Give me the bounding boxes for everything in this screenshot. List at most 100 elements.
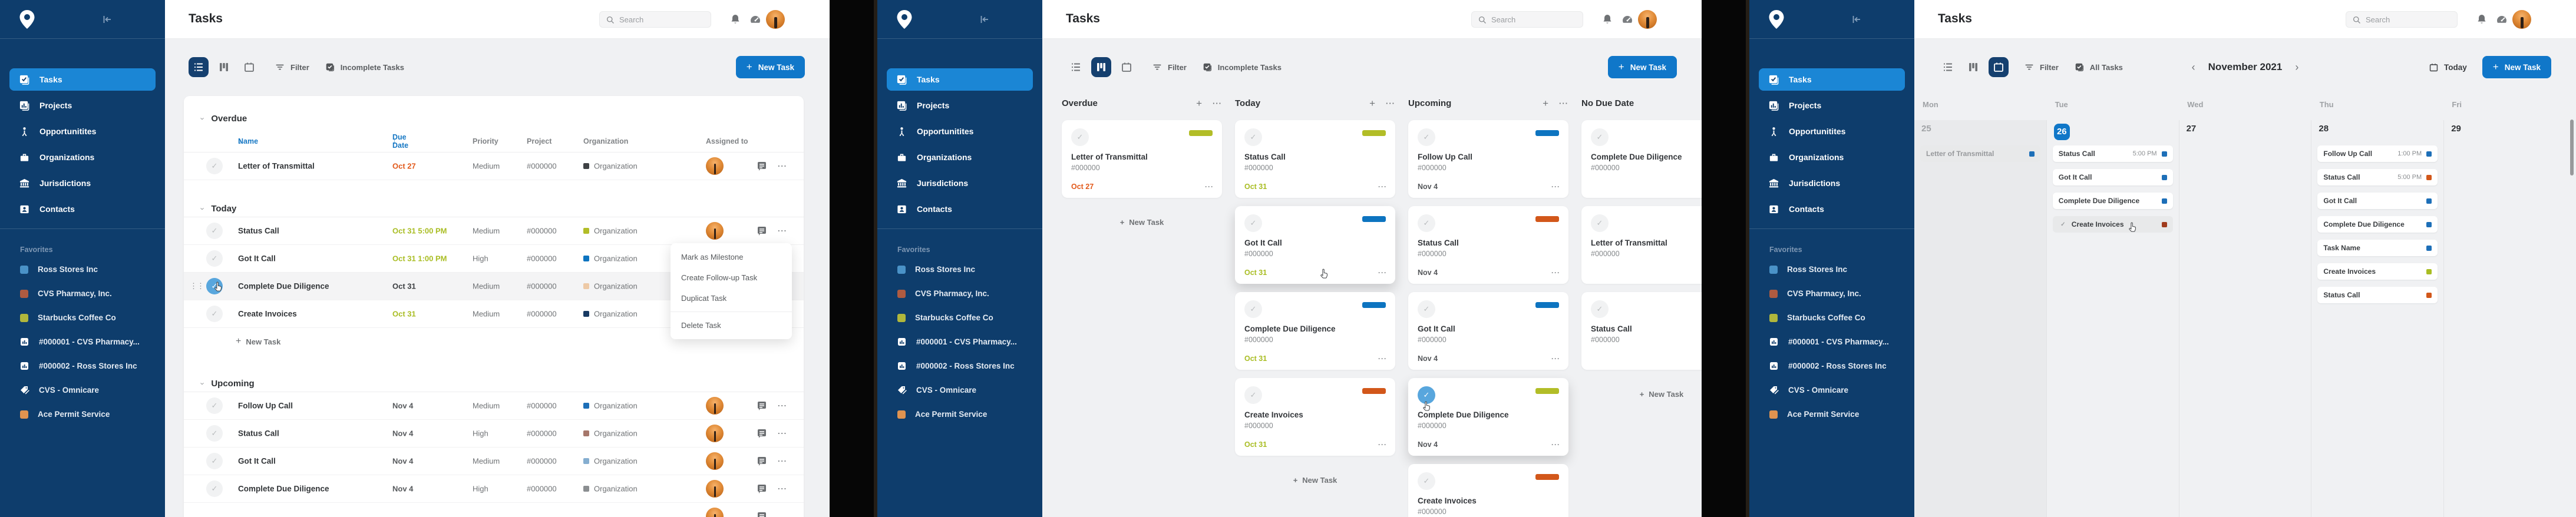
favorite-item[interactable]: CVS Pharmacy, Inc. xyxy=(0,281,165,306)
favorite-item[interactable]: Starbucks Coffee Co xyxy=(0,306,165,330)
task-checkbox[interactable]: ✓ xyxy=(206,397,223,414)
favorite-item[interactable]: Ross Stores Inc xyxy=(1749,257,1914,281)
task-project[interactable]: #000000 xyxy=(527,281,557,291)
task-checkbox[interactable]: ✓ xyxy=(206,425,223,442)
favorite-item[interactable]: CVS Pharmacy, Inc. xyxy=(877,281,1042,306)
task-card[interactable]: ✓ Create Invoices #000000 Oct 31 ··· xyxy=(1235,378,1395,456)
board-view-button[interactable] xyxy=(1963,57,1983,77)
task-project[interactable]: #000000 xyxy=(527,429,557,438)
card-menu-icon[interactable]: ··· xyxy=(1378,183,1387,191)
task-checkbox[interactable]: ✓ xyxy=(1244,128,1262,146)
notifications-bell-icon[interactable] xyxy=(2476,14,2488,25)
dashboard-gauge-icon[interactable] xyxy=(1621,14,1633,25)
calendar-view-button[interactable] xyxy=(1989,57,2009,77)
prev-month-icon[interactable]: ‹ xyxy=(2191,61,2195,73)
comment-icon[interactable] xyxy=(756,400,768,412)
filter-button[interactable]: Filter xyxy=(1152,62,1187,72)
menu-item[interactable]: Mark as Milestone xyxy=(681,253,744,261)
task-card[interactable]: ✓ Letter of Transmittal #000000 ··· xyxy=(1581,206,1702,284)
sidebar-collapse-icon[interactable] xyxy=(101,14,113,25)
row-menu-icon[interactable]: ··· xyxy=(778,429,787,438)
task-name[interactable]: Create Invoices xyxy=(238,309,297,319)
task-card[interactable]: ✓ Follow Up Call #000000 Nov 4 ··· xyxy=(1408,120,1568,198)
list-view-button[interactable] xyxy=(1938,57,1958,77)
task-checkbox[interactable]: ✓ xyxy=(1418,128,1435,146)
comment-icon[interactable] xyxy=(756,455,768,467)
collapse-chevron-icon[interactable]: › xyxy=(198,207,207,210)
task-name[interactable]: Letter of Transmittal xyxy=(238,161,315,171)
task-checkbox[interactable]: ✓ xyxy=(206,223,223,239)
calendar-event[interactable]: ✓ Create Invoices xyxy=(2317,263,2438,280)
favorite-item[interactable]: #000001 - CVS Pharmacy... xyxy=(877,330,1042,354)
row-menu-icon[interactable]: ··· xyxy=(778,456,787,466)
task-checkbox[interactable]: ✓ xyxy=(206,453,223,469)
sidebar-item-tasks[interactable]: Tasks xyxy=(9,68,156,91)
calendar-event[interactable]: ✓ Follow Up Call 1:00 PM xyxy=(2317,145,2438,162)
search-input[interactable]: Search xyxy=(599,11,711,28)
calendar-event[interactable]: ✓ Status Call 5:00 PM xyxy=(2052,145,2173,162)
task-checkbox[interactable]: ✓ xyxy=(206,250,223,267)
new-task-link[interactable]: + New Task xyxy=(1639,390,1684,399)
column-menu-icon[interactable]: ··· xyxy=(1559,98,1568,108)
sidebar-item-jurisdictions[interactable]: Jurisdictions xyxy=(9,172,156,194)
comment-icon[interactable] xyxy=(756,511,768,517)
calendar-event[interactable]: ✓ Create Invoices xyxy=(2052,216,2173,233)
calendar-event[interactable]: ✓ Status Call xyxy=(2317,287,2438,303)
sidebar-item-opportunities[interactable]: Opportunitites xyxy=(1759,120,1905,142)
card-menu-icon[interactable]: ··· xyxy=(1205,183,1214,191)
task-row[interactable]: ⋮⋮ ✓ Letter of Transmittal Oct 27 Medium… xyxy=(184,153,804,180)
task-checkbox[interactable]: ✓ xyxy=(206,306,223,322)
list-view-button[interactable] xyxy=(1066,57,1086,77)
assignee-avatar[interactable] xyxy=(706,425,724,442)
new-task-button[interactable]: + New Task xyxy=(2482,56,2551,78)
assignee-avatar[interactable] xyxy=(706,480,724,498)
task-name[interactable]: Complete Due Diligence xyxy=(238,281,329,291)
task-name[interactable]: Status Call xyxy=(238,226,279,236)
sidebar-item-contacts[interactable]: Contacts xyxy=(9,198,156,220)
board-view-button[interactable] xyxy=(1091,57,1111,77)
notifications-bell-icon[interactable] xyxy=(1601,14,1613,25)
task-project[interactable]: #000000 xyxy=(527,456,557,466)
favorite-item[interactable]: Ace Permit Service xyxy=(1749,402,1914,426)
user-avatar[interactable] xyxy=(1638,10,1657,29)
favorite-item[interactable]: CVS - Omnicare xyxy=(1749,378,1914,402)
new-task-button[interactable]: + New Task xyxy=(1607,56,1677,78)
add-card-icon[interactable]: + xyxy=(1196,97,1202,109)
task-name[interactable]: Got It Call xyxy=(238,456,276,466)
sidebar-item-projects[interactable]: Projects xyxy=(887,94,1033,117)
column-header-assigned-to[interactable]: Assigned to xyxy=(706,137,748,145)
favorite-item[interactable]: CVS Pharmacy, Inc. xyxy=(1749,281,1914,306)
task-row[interactable]: ⋮⋮ ✓ Status Call Oct 31 5:00 PM Medium #… xyxy=(184,217,804,245)
filter-button[interactable]: Filter xyxy=(2024,62,2059,72)
calendar-view-button[interactable] xyxy=(239,57,259,77)
task-project[interactable]: #000000 xyxy=(527,401,557,410)
sidebar-item-contacts[interactable]: Contacts xyxy=(1759,198,1905,220)
dashboard-gauge-icon[interactable] xyxy=(749,14,761,25)
task-row[interactable]: ⋮⋮ ✓ Follow Up Call Nov 4 Medium #000000… xyxy=(184,392,804,420)
column-header-priority[interactable]: Priority xyxy=(473,137,498,145)
task-card[interactable]: ✓ Status Call #000000 Oct 31 ··· xyxy=(1235,120,1395,198)
task-project[interactable]: #000000 xyxy=(527,226,557,236)
assignee-avatar[interactable] xyxy=(706,397,724,415)
task-card[interactable]: ✓ Got It Call #000000 Oct 31 ··· xyxy=(1235,206,1395,284)
assignee-avatar[interactable] xyxy=(706,508,724,517)
task-project[interactable]: #000000 xyxy=(527,484,557,493)
task-project[interactable]: #000000 xyxy=(527,309,557,319)
new-task-link[interactable]: + New Task xyxy=(1119,218,1164,227)
board-view-button[interactable] xyxy=(214,57,234,77)
drag-handle-icon[interactable]: ⋮⋮ xyxy=(190,281,204,290)
task-checkbox[interactable]: ✓ xyxy=(1591,128,1609,146)
comment-icon[interactable] xyxy=(756,225,768,237)
sidebar-item-jurisdictions[interactable]: Jurisdictions xyxy=(887,172,1033,194)
task-checkbox[interactable]: ✓ xyxy=(1244,300,1262,318)
sidebar-item-jurisdictions[interactable]: Jurisdictions xyxy=(1759,172,1905,194)
row-menu-icon[interactable]: ··· xyxy=(778,484,787,493)
task-organization[interactable]: Organization xyxy=(594,456,638,466)
task-checkbox[interactable]: ✓ xyxy=(1071,128,1089,146)
card-menu-icon[interactable]: ··· xyxy=(1551,269,1560,277)
dashboard-gauge-icon[interactable] xyxy=(2496,14,2508,25)
sidebar-collapse-icon[interactable] xyxy=(979,14,990,25)
calendar-event[interactable]: ✓ Status Call 5:00 PM xyxy=(2317,169,2438,185)
notifications-bell-icon[interactable] xyxy=(729,14,741,25)
task-checkbox[interactable]: ✓ xyxy=(1418,386,1435,404)
